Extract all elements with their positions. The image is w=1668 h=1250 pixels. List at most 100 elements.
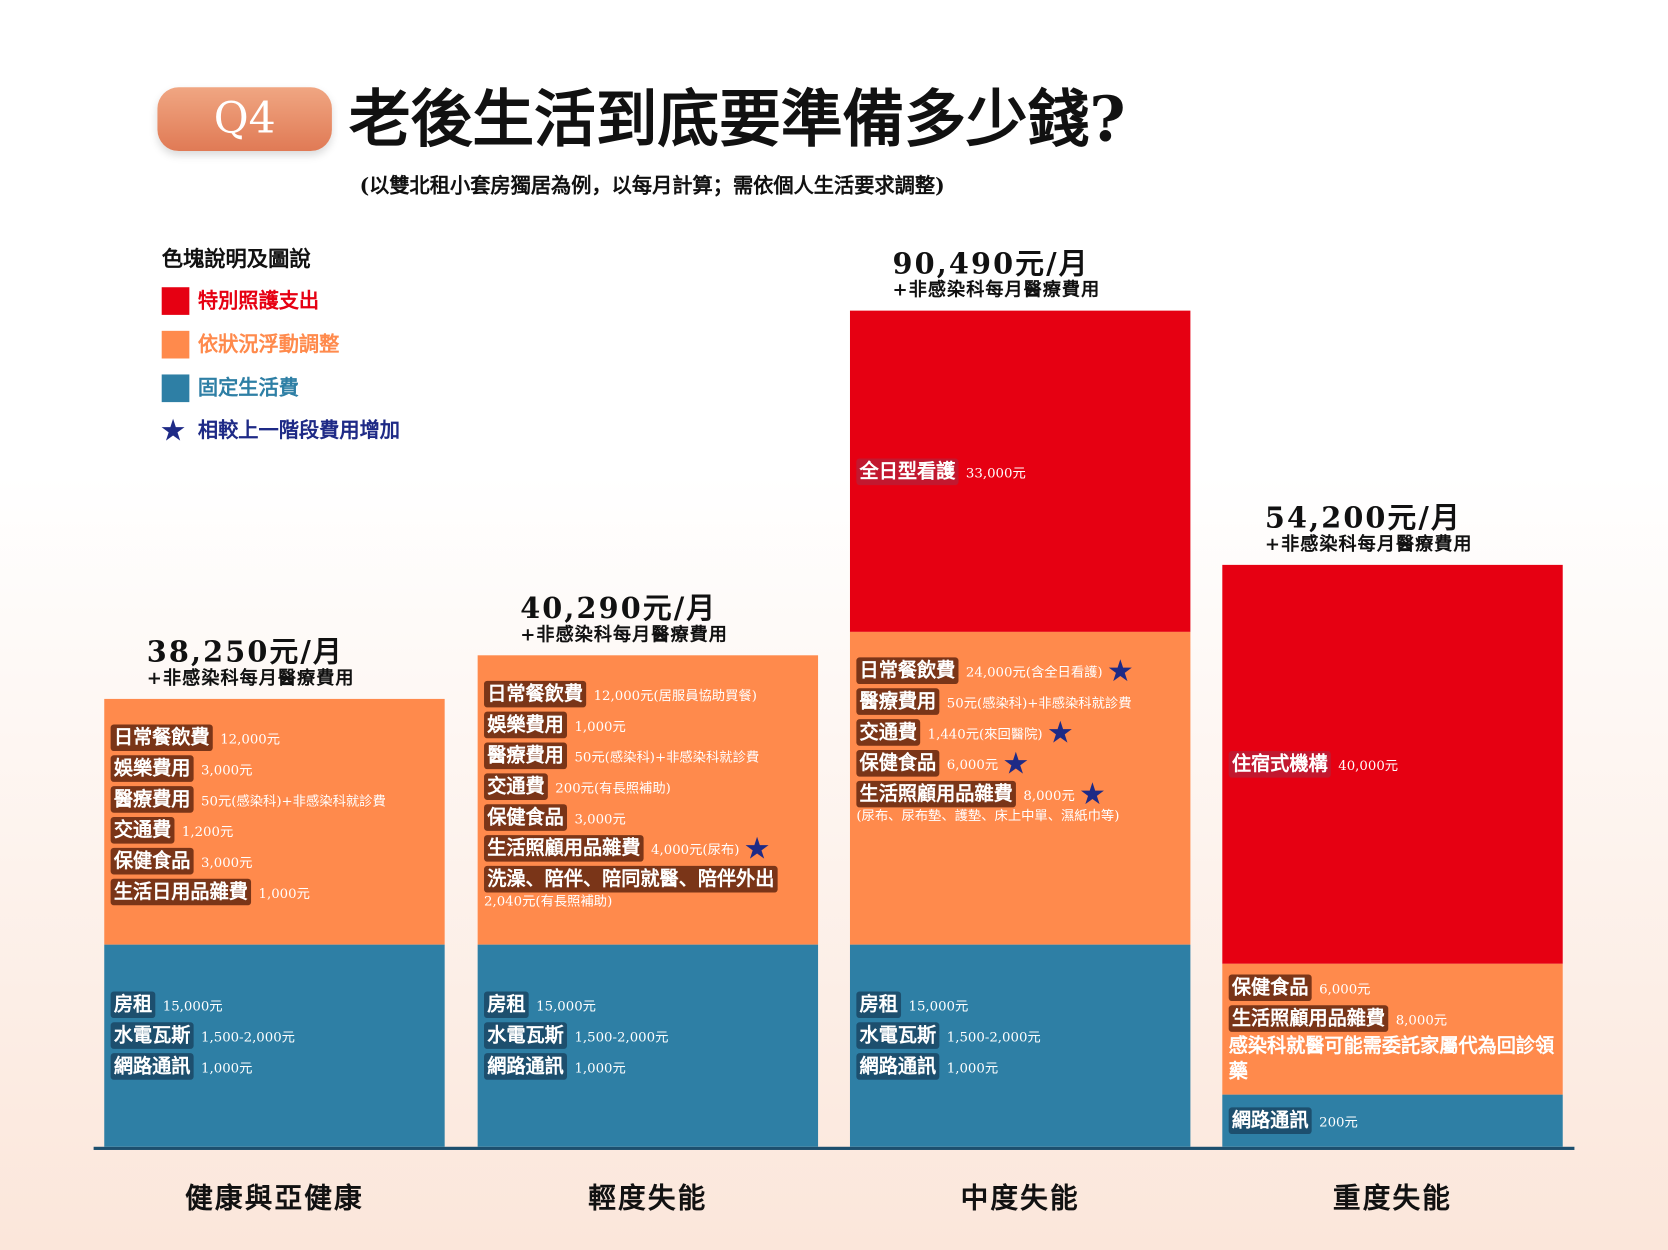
item-label: 保健食品 xyxy=(110,847,194,875)
item: 網路通訊 1,000元 xyxy=(110,1051,439,1082)
item-detail: 1,000元 xyxy=(574,1059,626,1076)
star: ★ xyxy=(1106,652,1134,688)
column-total: 90,490元/月 xyxy=(892,247,1090,281)
item-detail: 15,000元 xyxy=(536,997,596,1014)
item: 房租 15,000元 xyxy=(484,989,812,1020)
item-detail: 1,440元(來回醫院) xyxy=(927,725,1043,742)
item-detail: 1,000元 xyxy=(574,718,626,735)
item-label: 住宿式機構 xyxy=(1228,751,1331,778)
item-detail: 6,000元 xyxy=(946,756,999,773)
item: 房租 15,000元 xyxy=(856,989,1184,1020)
column-note: +非感染科每月醫療費用 xyxy=(520,624,728,646)
item: 日常餐飲費 12,000元(居服員協助買餐) xyxy=(484,679,812,710)
item-detail: 1,500-2,000元 xyxy=(574,1028,669,1045)
item-detail: 15,000元 xyxy=(162,997,223,1014)
item: 網路通訊 200元 xyxy=(1228,1105,1557,1136)
column-total: 54,200元/月 xyxy=(1264,502,1462,536)
star: ★ xyxy=(1046,714,1074,750)
item-detail: 1,200元 xyxy=(181,823,234,840)
item: 交通費 1,440元(來回醫院) ★ xyxy=(856,717,1184,748)
item-detail: 1,000元 xyxy=(201,1059,253,1076)
item-detail: 8,000元 xyxy=(1023,787,1075,804)
segment-blue: 網路通訊 200元 xyxy=(1222,1094,1563,1147)
legend-swatch xyxy=(161,374,190,403)
item-label: 房租 xyxy=(110,991,156,1019)
legend-star: ★ xyxy=(159,412,187,448)
title: 老後生活到底要準備多少錢? xyxy=(348,82,1126,156)
item: 日常餐飲費 12,000元 xyxy=(110,722,439,753)
item: 房租 15,000元 xyxy=(110,989,439,1020)
segment-red: 住宿式機構 40,000元 xyxy=(1222,564,1563,964)
item-detail: 40,000元 xyxy=(1338,757,1399,774)
segment-blue: 房租 15,000元 水電瓦斯 1,500-2,000元 網路通訊 1,000元 xyxy=(104,944,445,1147)
item-label: 娛樂費用 xyxy=(484,711,568,739)
item: 保健食品 3,000元 xyxy=(110,846,439,877)
item-label: 日常餐飲費 xyxy=(484,680,587,708)
baseline xyxy=(93,1146,1575,1150)
item-label: 房租 xyxy=(484,991,529,1019)
item: 生活照顧用品雜費 4,000元(尿布) ★ xyxy=(484,833,812,864)
column-note: +非感染科每月醫療費用 xyxy=(1264,534,1473,556)
item-detail: 200元(有長照補助) xyxy=(555,779,671,796)
legend-title: 色塊說明及圖說 xyxy=(161,245,311,272)
segment-orange: 日常餐飲費 12,000元(居服員協助買餐) 娛樂費用 1,000元 醫療費用 50元(感… xyxy=(477,655,819,945)
item-label: 交通費 xyxy=(110,816,175,844)
segment-blue: 房租 15,000元水電瓦斯 1,500-2,000元 網路通訊 1,000元 xyxy=(477,944,819,1147)
legend-label: 依狀況浮動調整 xyxy=(197,332,340,357)
item-label: 娛樂費用 xyxy=(110,755,194,782)
item-label: 日常餐飲費 xyxy=(856,657,959,685)
item: 生活日用品雜費 1,000元 xyxy=(110,877,439,908)
item-detail: 1,000元 xyxy=(258,885,310,902)
item-label: 網路通訊 xyxy=(110,1053,194,1080)
legend-label: 特別照護支出 xyxy=(197,289,320,313)
item: 醫療費用 50元(感染科)+非感染科就診費 xyxy=(856,686,1184,717)
item-detail: 15,000元 xyxy=(908,997,969,1014)
item-label: 網路通訊 xyxy=(484,1053,568,1080)
legend-swatch xyxy=(161,287,190,315)
item: 生活照顧用品雜費 8,000元 ★ xyxy=(856,779,1184,810)
item: 水電瓦斯 1,500-2,000元 xyxy=(856,1020,1184,1051)
item-label: 醫療費用 xyxy=(484,742,568,770)
star: ★ xyxy=(743,830,771,866)
item-detail: 50元(感染科)+非感染科就診費 xyxy=(946,694,1132,711)
star: ★ xyxy=(1002,745,1030,781)
column-name: 健康與亞健康 xyxy=(185,1182,364,1215)
segment-red: 全日型看護 33,000元 xyxy=(849,310,1191,632)
segment-orange: 保健食品 6,000元 生活照顧用品雜費 8,000元 感染科就醫可能需委託家屬代為回診… xyxy=(1222,963,1563,1095)
badge-text: Q4 xyxy=(213,94,276,144)
item-label: 網路通訊 xyxy=(1228,1107,1312,1135)
item-detail: 1,500-2,000元 xyxy=(201,1028,295,1045)
item: 娛樂費用 1,000元 xyxy=(484,710,812,741)
item: 全日型看護 33,000元 xyxy=(856,456,1184,487)
item-label: 生活照顧用品雜費 xyxy=(484,835,644,862)
item: 保健食品 6,000元 xyxy=(1228,972,1557,1003)
item-detail: 1,500-2,000元 xyxy=(946,1028,1041,1045)
item: 保健食品 6,000元 ★ xyxy=(856,748,1184,779)
item-detail: 1,000元 xyxy=(946,1059,999,1076)
item-detail: 12,000元 xyxy=(220,730,281,747)
item: 保健食品 3,000元 xyxy=(484,802,812,833)
column-name: 重度失能 xyxy=(1332,1182,1453,1215)
column-name: 輕度失能 xyxy=(588,1182,708,1215)
star: ★ xyxy=(1079,776,1106,812)
item: 水電瓦斯 1,500-2,000元 xyxy=(484,1020,812,1051)
column-total: 38,250元/月 xyxy=(146,636,344,670)
item-label: 房租 xyxy=(856,991,902,1019)
item-label: 水電瓦斯 xyxy=(484,1022,568,1049)
item: 醫療費用 50元(感染科)+非感染科就診費 xyxy=(110,784,439,815)
item-label: 生活照顧用品雜費 xyxy=(856,780,1016,808)
item-note: 2,040元(有長照補助) xyxy=(484,892,613,909)
item-label: 洗澡、陪伴、陪同就醫、陪伴外出 xyxy=(484,865,778,893)
item: 交通費 1,200元 xyxy=(110,815,439,846)
item-detail: 3,000元 xyxy=(574,810,626,827)
item-detail: 3,000元 xyxy=(201,761,253,778)
legend-swatch xyxy=(161,330,190,359)
item: 網路通訊 1,000元 xyxy=(856,1051,1184,1082)
item-detail: 33,000元 xyxy=(965,464,1026,481)
legend-label: 相較上一階段費用增加 xyxy=(197,419,401,443)
item-text: 感染科就醫可能需委託家屬代為回診領藥 xyxy=(1228,1035,1555,1083)
item-label: 保健食品 xyxy=(1228,974,1312,1002)
segment-orange: 日常餐飲費 12,000元 娛樂費用 3,000元醫療費用 50元(感染科)+非感染科就… xyxy=(104,698,445,945)
